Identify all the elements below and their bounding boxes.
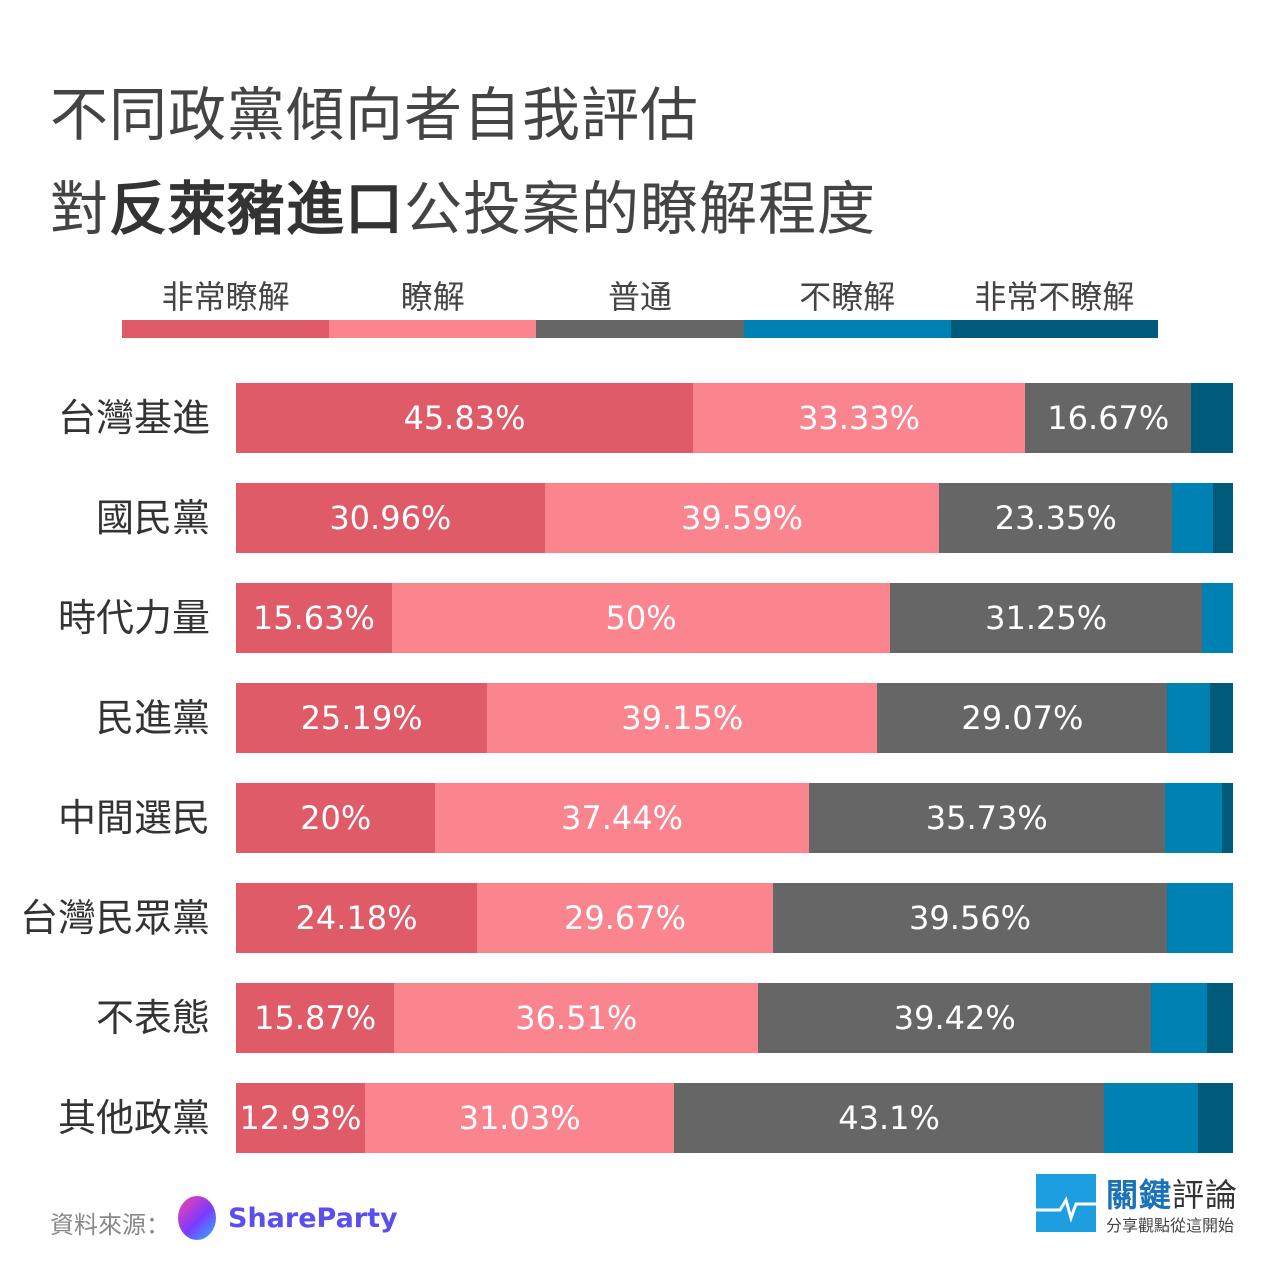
bar-segment xyxy=(1206,983,1233,1053)
title-line-1: 不同政黨傾向者自我評估 xyxy=(50,81,700,149)
bar-row: 不表態 15.87% 36.51% 39.42% xyxy=(0,983,1280,1053)
bar-segment: 29.07% xyxy=(877,683,1168,753)
stacked-bar: 30.96% 39.59% 23.35% xyxy=(236,483,1233,553)
bar-segment xyxy=(1172,483,1213,553)
bar-segment: 15.63% xyxy=(236,583,392,653)
bar-segment: 39.59% xyxy=(544,483,940,553)
source-label: 資料來源： xyxy=(50,1211,170,1239)
legend-item: 非常瞭解 xyxy=(122,272,330,338)
bar-segment: 15.87% xyxy=(236,983,395,1053)
bar-segment: 39.15% xyxy=(487,683,878,753)
legend-item: 非常不瞭解 xyxy=(950,272,1159,338)
legend-swatch xyxy=(329,320,537,338)
bar-segment: 20% xyxy=(236,783,436,853)
title-post: 公投案的瞭解程度 xyxy=(404,175,877,243)
stacked-bar: 15.63% 50% 31.25% xyxy=(236,583,1233,653)
stacked-bar: 24.18% 29.67% 39.56% xyxy=(236,883,1233,953)
bar-row: 民進黨 25.19% 39.15% 29.07% xyxy=(0,683,1280,753)
category-label: 中間選民 xyxy=(57,796,210,840)
bar-segment: 31.25% xyxy=(890,583,1202,653)
bar-segment: 16.67% xyxy=(1025,383,1192,453)
bar-segment: 25.19% xyxy=(236,683,488,753)
bar-segment xyxy=(1209,683,1233,753)
legend-swatch xyxy=(536,320,744,338)
bar-segment: 35.73% xyxy=(808,783,1165,853)
bar-segment xyxy=(1167,883,1233,953)
bar-row: 時代力量 15.63% 50% 31.25% xyxy=(0,583,1280,653)
legend-label: 非常瞭解 xyxy=(161,278,290,316)
category-label: 時代力量 xyxy=(57,596,210,640)
bar-segment: 36.51% xyxy=(394,983,759,1053)
category-label: 國民黨 xyxy=(95,496,210,540)
bar-segment: 31.03% xyxy=(364,1083,675,1153)
bar-segment xyxy=(1103,1083,1199,1153)
bar-segment: 39.56% xyxy=(772,883,1168,953)
stacked-bar: 20% 37.44% 35.73% xyxy=(236,783,1233,853)
legend-label: 普通 xyxy=(608,278,673,316)
stacked-bar: 45.83% 33.33% 16.67% xyxy=(236,383,1233,453)
legend-item: 不瞭解 xyxy=(743,272,951,338)
title-pre: 對 xyxy=(50,175,110,243)
bar-segment: 29.67% xyxy=(477,883,773,953)
bar-row: 其他政黨 12.93% 31.03% 43.1% xyxy=(0,1083,1280,1153)
category-label: 不表態 xyxy=(95,996,210,1040)
pulse-logo-icon xyxy=(1036,1174,1096,1232)
bar-segment: 39.42% xyxy=(758,983,1152,1053)
stacked-bar: 25.19% 39.15% 29.07% xyxy=(236,683,1233,753)
legend: 非常瞭解 瞭解 普通 不瞭解 非常不瞭解 xyxy=(122,272,1159,338)
bar-segment xyxy=(1198,1083,1233,1153)
bar-segment: 45.83% xyxy=(236,383,693,453)
category-label: 民進黨 xyxy=(95,696,210,740)
bar-row: 台灣基進 45.83% 33.33% 16.67% xyxy=(0,383,1280,453)
brand-name: 關鍵評論 xyxy=(1106,1170,1238,1216)
bar-row: 台灣民眾黨 24.18% 29.67% 39.56% xyxy=(0,883,1280,953)
source-name: ShareParty xyxy=(228,1203,398,1234)
bar-segment xyxy=(1221,783,1233,853)
title-line-2: 對反萊豬進口公投案的瞭解程度 xyxy=(50,162,876,246)
title-bold: 反萊豬進口 xyxy=(109,175,405,243)
bar-row: 中間選民 20% 37.44% 35.73% xyxy=(0,783,1280,853)
legend-item: 普通 xyxy=(536,272,744,338)
bar-segment xyxy=(1201,583,1233,653)
legend-item: 瞭解 xyxy=(329,272,537,338)
bar-segment: 24.18% xyxy=(236,883,478,953)
bar-row: 國民黨 30.96% 39.59% 23.35% xyxy=(0,483,1280,553)
stacked-bar: 12.93% 31.03% 43.1% xyxy=(236,1083,1233,1153)
bar-segment xyxy=(1212,483,1233,553)
bar-segment: 12.93% xyxy=(236,1083,365,1153)
brand-a: 關鍵 xyxy=(1106,1176,1173,1214)
bar-segment: 43.1% xyxy=(674,1083,1104,1153)
category-label: 台灣民眾黨 xyxy=(19,896,210,940)
legend-label: 瞭解 xyxy=(400,278,465,316)
legend-label: 非常不瞭解 xyxy=(974,278,1135,316)
category-label: 台灣基進 xyxy=(57,396,210,440)
legend-swatch xyxy=(122,320,330,338)
legend-swatch xyxy=(950,320,1159,338)
brand-b: 評論 xyxy=(1172,1176,1239,1214)
stacked-bar: 15.87% 36.51% 39.42% xyxy=(236,983,1233,1053)
legend-swatch xyxy=(743,320,951,338)
brand-slogan: 分享觀點從這開始 xyxy=(1106,1216,1235,1235)
bar-segment xyxy=(1151,983,1207,1053)
category-label: 其他政黨 xyxy=(57,1096,210,1140)
bar-segment xyxy=(1164,783,1222,853)
bar-segment xyxy=(1191,383,1233,453)
bar-segment: 37.44% xyxy=(435,783,809,853)
bar-segment: 30.96% xyxy=(236,483,545,553)
bar-segment: 50% xyxy=(391,583,891,653)
bar-segment xyxy=(1167,683,1210,753)
shareparty-logo-icon xyxy=(178,1196,216,1240)
bar-segment: 23.35% xyxy=(939,483,1173,553)
legend-label: 不瞭解 xyxy=(799,278,896,316)
bar-segment: 33.33% xyxy=(692,383,1026,453)
